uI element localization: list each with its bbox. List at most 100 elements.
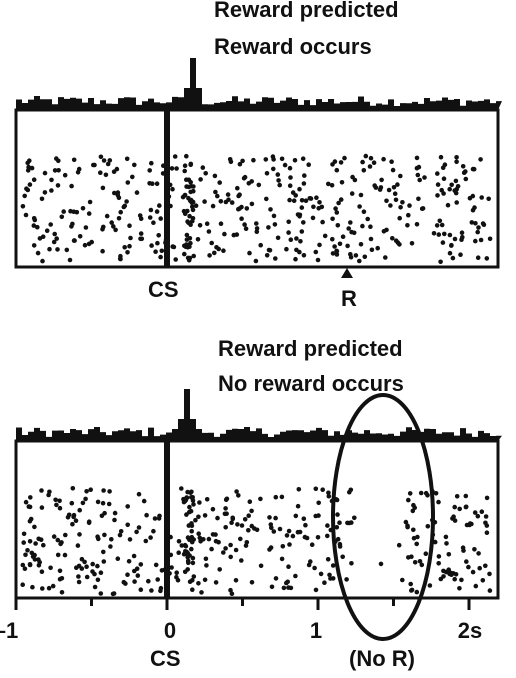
spike-dot — [101, 158, 107, 163]
spike-dot — [57, 576, 63, 582]
spike-dot — [254, 226, 260, 231]
spike-dot — [447, 186, 453, 192]
spike-dot — [151, 528, 156, 534]
top-cs-label: CS — [148, 277, 179, 302]
spike-dot — [174, 574, 179, 580]
spike-dot — [242, 174, 248, 180]
spike-dot — [127, 537, 133, 542]
spike-dot — [89, 239, 94, 245]
spike-dot — [79, 566, 85, 571]
spike-dot — [174, 570, 179, 575]
spike-dot — [136, 525, 142, 530]
spike-dot — [294, 236, 299, 241]
spike-dot — [342, 155, 347, 161]
spike-dot — [338, 197, 344, 202]
spike-dot — [467, 195, 473, 201]
spike-dot — [179, 486, 184, 491]
spike-dot — [264, 171, 270, 176]
spike-dot — [184, 237, 190, 242]
spike-dot — [190, 216, 196, 221]
spike-dot — [249, 523, 255, 529]
spike-dot — [279, 556, 285, 562]
spike-dot — [41, 542, 46, 548]
spike-dot — [202, 577, 208, 583]
spike-dot — [101, 488, 106, 493]
spike-dot — [100, 185, 106, 191]
spike-dot — [80, 206, 86, 211]
spike-dot — [185, 219, 190, 224]
spike-dot — [187, 244, 192, 249]
spike-dot — [62, 172, 68, 178]
spike-dot — [452, 518, 458, 523]
spike-dot — [174, 166, 179, 171]
spike-dot — [389, 159, 394, 164]
spike-dot — [315, 257, 321, 263]
spike-dot — [391, 185, 397, 190]
spike-dot — [363, 153, 369, 159]
spike-dot — [365, 216, 371, 222]
spike-dot — [36, 557, 41, 562]
spike-dot — [153, 562, 159, 568]
spike-dot — [464, 522, 470, 528]
spike-dot — [59, 590, 65, 595]
spike-dot — [310, 215, 316, 221]
spike-dot — [147, 181, 152, 186]
spike-dot — [185, 535, 191, 540]
spike-dot — [75, 543, 81, 548]
spike-dot — [184, 184, 189, 189]
spike-dot — [334, 525, 340, 530]
spike-dot — [392, 191, 398, 196]
spike-dot — [475, 229, 481, 235]
spike-dot — [190, 560, 196, 566]
spike-dot — [311, 204, 316, 210]
spike-dot — [190, 555, 196, 561]
spike-dot — [470, 207, 476, 213]
no-reward-ellipse — [331, 393, 435, 641]
spike-dot — [269, 584, 275, 590]
spike-dot — [320, 487, 326, 493]
spike-dot — [275, 172, 281, 177]
spike-dot — [52, 168, 58, 173]
spike-dot — [27, 539, 33, 544]
spike-dot — [55, 552, 61, 558]
spike-dot — [337, 544, 343, 549]
spike-dot — [477, 565, 483, 571]
spike-dot — [280, 544, 286, 549]
spike-dot — [51, 534, 57, 539]
spike-dot — [147, 215, 153, 220]
spike-dot — [358, 192, 364, 198]
spike-dot — [70, 221, 75, 227]
spike-dot — [463, 176, 469, 182]
spike-dot — [168, 552, 174, 558]
spike-dot — [417, 559, 423, 564]
spike-dot — [56, 168, 61, 173]
spike-dot — [182, 168, 187, 174]
spike-dot — [244, 206, 250, 211]
spike-dot — [325, 557, 331, 562]
spike-dot — [57, 568, 63, 574]
spike-dot — [53, 497, 58, 503]
spike-dot — [118, 253, 123, 259]
spike-dot — [453, 178, 459, 184]
spike-dot — [136, 491, 142, 497]
spike-dot — [86, 211, 92, 216]
spike-dot — [406, 497, 411, 503]
spike-dot — [100, 500, 106, 506]
spike-dot — [417, 177, 423, 183]
spike-dot — [190, 207, 196, 213]
spike-dot — [207, 253, 212, 258]
spike-dot — [291, 198, 297, 203]
spike-dot — [121, 579, 127, 585]
spike-dot — [449, 243, 454, 248]
spike-dot — [210, 203, 216, 209]
spike-dot — [115, 192, 121, 198]
spike-dot — [295, 529, 301, 535]
spike-dot — [153, 249, 158, 254]
spike-dot — [181, 208, 187, 214]
spike-dot — [276, 178, 281, 183]
spike-dot — [316, 500, 322, 506]
spike-dot — [112, 510, 118, 516]
spike-dot — [452, 576, 458, 582]
spike-dot — [62, 552, 68, 558]
spike-dot — [470, 569, 476, 575]
